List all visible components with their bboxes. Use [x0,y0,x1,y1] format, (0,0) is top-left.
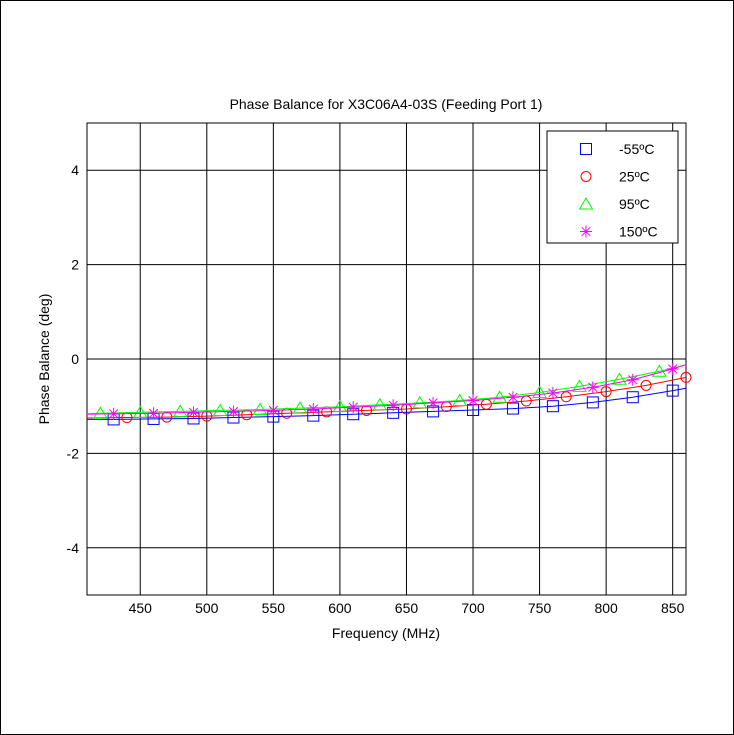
data-point-triangle [132,405,148,418]
data-point-triangle [172,404,188,417]
data-point-triangle [292,401,308,414]
data-point-asterisk [267,404,280,417]
plot-area-frame [86,122,687,596]
data-point-asterisk [387,399,400,412]
data-point-triangle [572,379,587,392]
legend-marker-square [580,143,592,155]
legend: -55ºC 25ºC 95ºC 150ºC [546,130,679,244]
legend-label: -55ºC [619,141,654,157]
x-tick-label: 750 [528,600,552,616]
data-point-triangle [452,393,468,407]
data-point-asterisk [666,362,679,375]
data-point-square [666,384,679,397]
data-point-circle [680,371,692,383]
data-point-triangle [492,390,508,403]
legend-marker-asterisk [580,225,592,238]
data-point-asterisk [467,394,480,407]
series-circle [86,371,692,424]
data-point-circle [640,379,652,391]
data-point-triangle [612,372,627,385]
x-tick-label: 650 [395,600,419,616]
y-tick-label: 0 [71,351,79,367]
data-point-square [546,400,559,413]
legend-label: 150ºC [619,224,658,240]
data-point-asterisk [506,391,519,404]
y-tick-label: 4 [71,162,79,178]
data-point-circle [560,391,572,403]
data-point-asterisk [586,381,599,394]
data-point-asterisk [546,386,559,399]
legend-label: 25ºC [619,169,650,185]
series-layer [86,362,692,426]
legend-marker-circle [580,171,592,182]
x-tick-label: 700 [461,600,485,616]
y-tick-label: 2 [71,257,79,273]
x-tick-label: 600 [328,600,352,616]
data-point-asterisk [427,396,440,409]
x-tick-label: 800 [594,600,618,616]
axis-ticks: 450 500 550 600 650 700 750 800 850 -4 -2 0 2 4 [67,162,685,616]
data-point-circle [600,386,612,398]
data-point-triangle [532,385,547,399]
series-line [86,364,687,415]
data-point-triangle [412,395,428,409]
data-point-triangle [252,402,268,416]
data-point-asterisk [187,406,200,419]
data-point-square [626,391,639,404]
x-tick-label: 500 [195,600,219,616]
data-point-triangle [212,403,228,416]
data-point-asterisk [347,401,360,414]
y-axis-label: Phase Balance (deg) [36,294,52,425]
data-point-asterisk [307,403,320,416]
data-point-square [586,396,599,409]
data-point-triangle [372,397,388,411]
chart-title: Phase Balance for X3C06A4-03S (Feeding P… [230,96,543,112]
data-point-asterisk [107,407,120,420]
legend-box [546,130,679,244]
x-tick-label: 850 [661,600,685,616]
data-point-triangle [92,406,108,419]
x-axis-label: Frequency (MHz) [332,625,440,641]
series-line [87,387,687,420]
series-asterisk [86,362,687,420]
data-point-asterisk [626,373,639,386]
data-point-triangle [652,364,667,377]
data-point-asterisk [147,407,160,420]
legend-marker-triangle [578,197,594,210]
legend-label: 95ºC [619,196,650,212]
y-tick-label: -4 [67,540,80,556]
y-tick-label: -2 [67,445,80,461]
data-point-asterisk [227,405,240,418]
x-tick-label: 550 [262,600,286,616]
data-point-triangle [332,399,348,413]
series-line [86,364,687,415]
x-tick-label: 450 [129,600,153,616]
series-triangle [86,364,687,419]
